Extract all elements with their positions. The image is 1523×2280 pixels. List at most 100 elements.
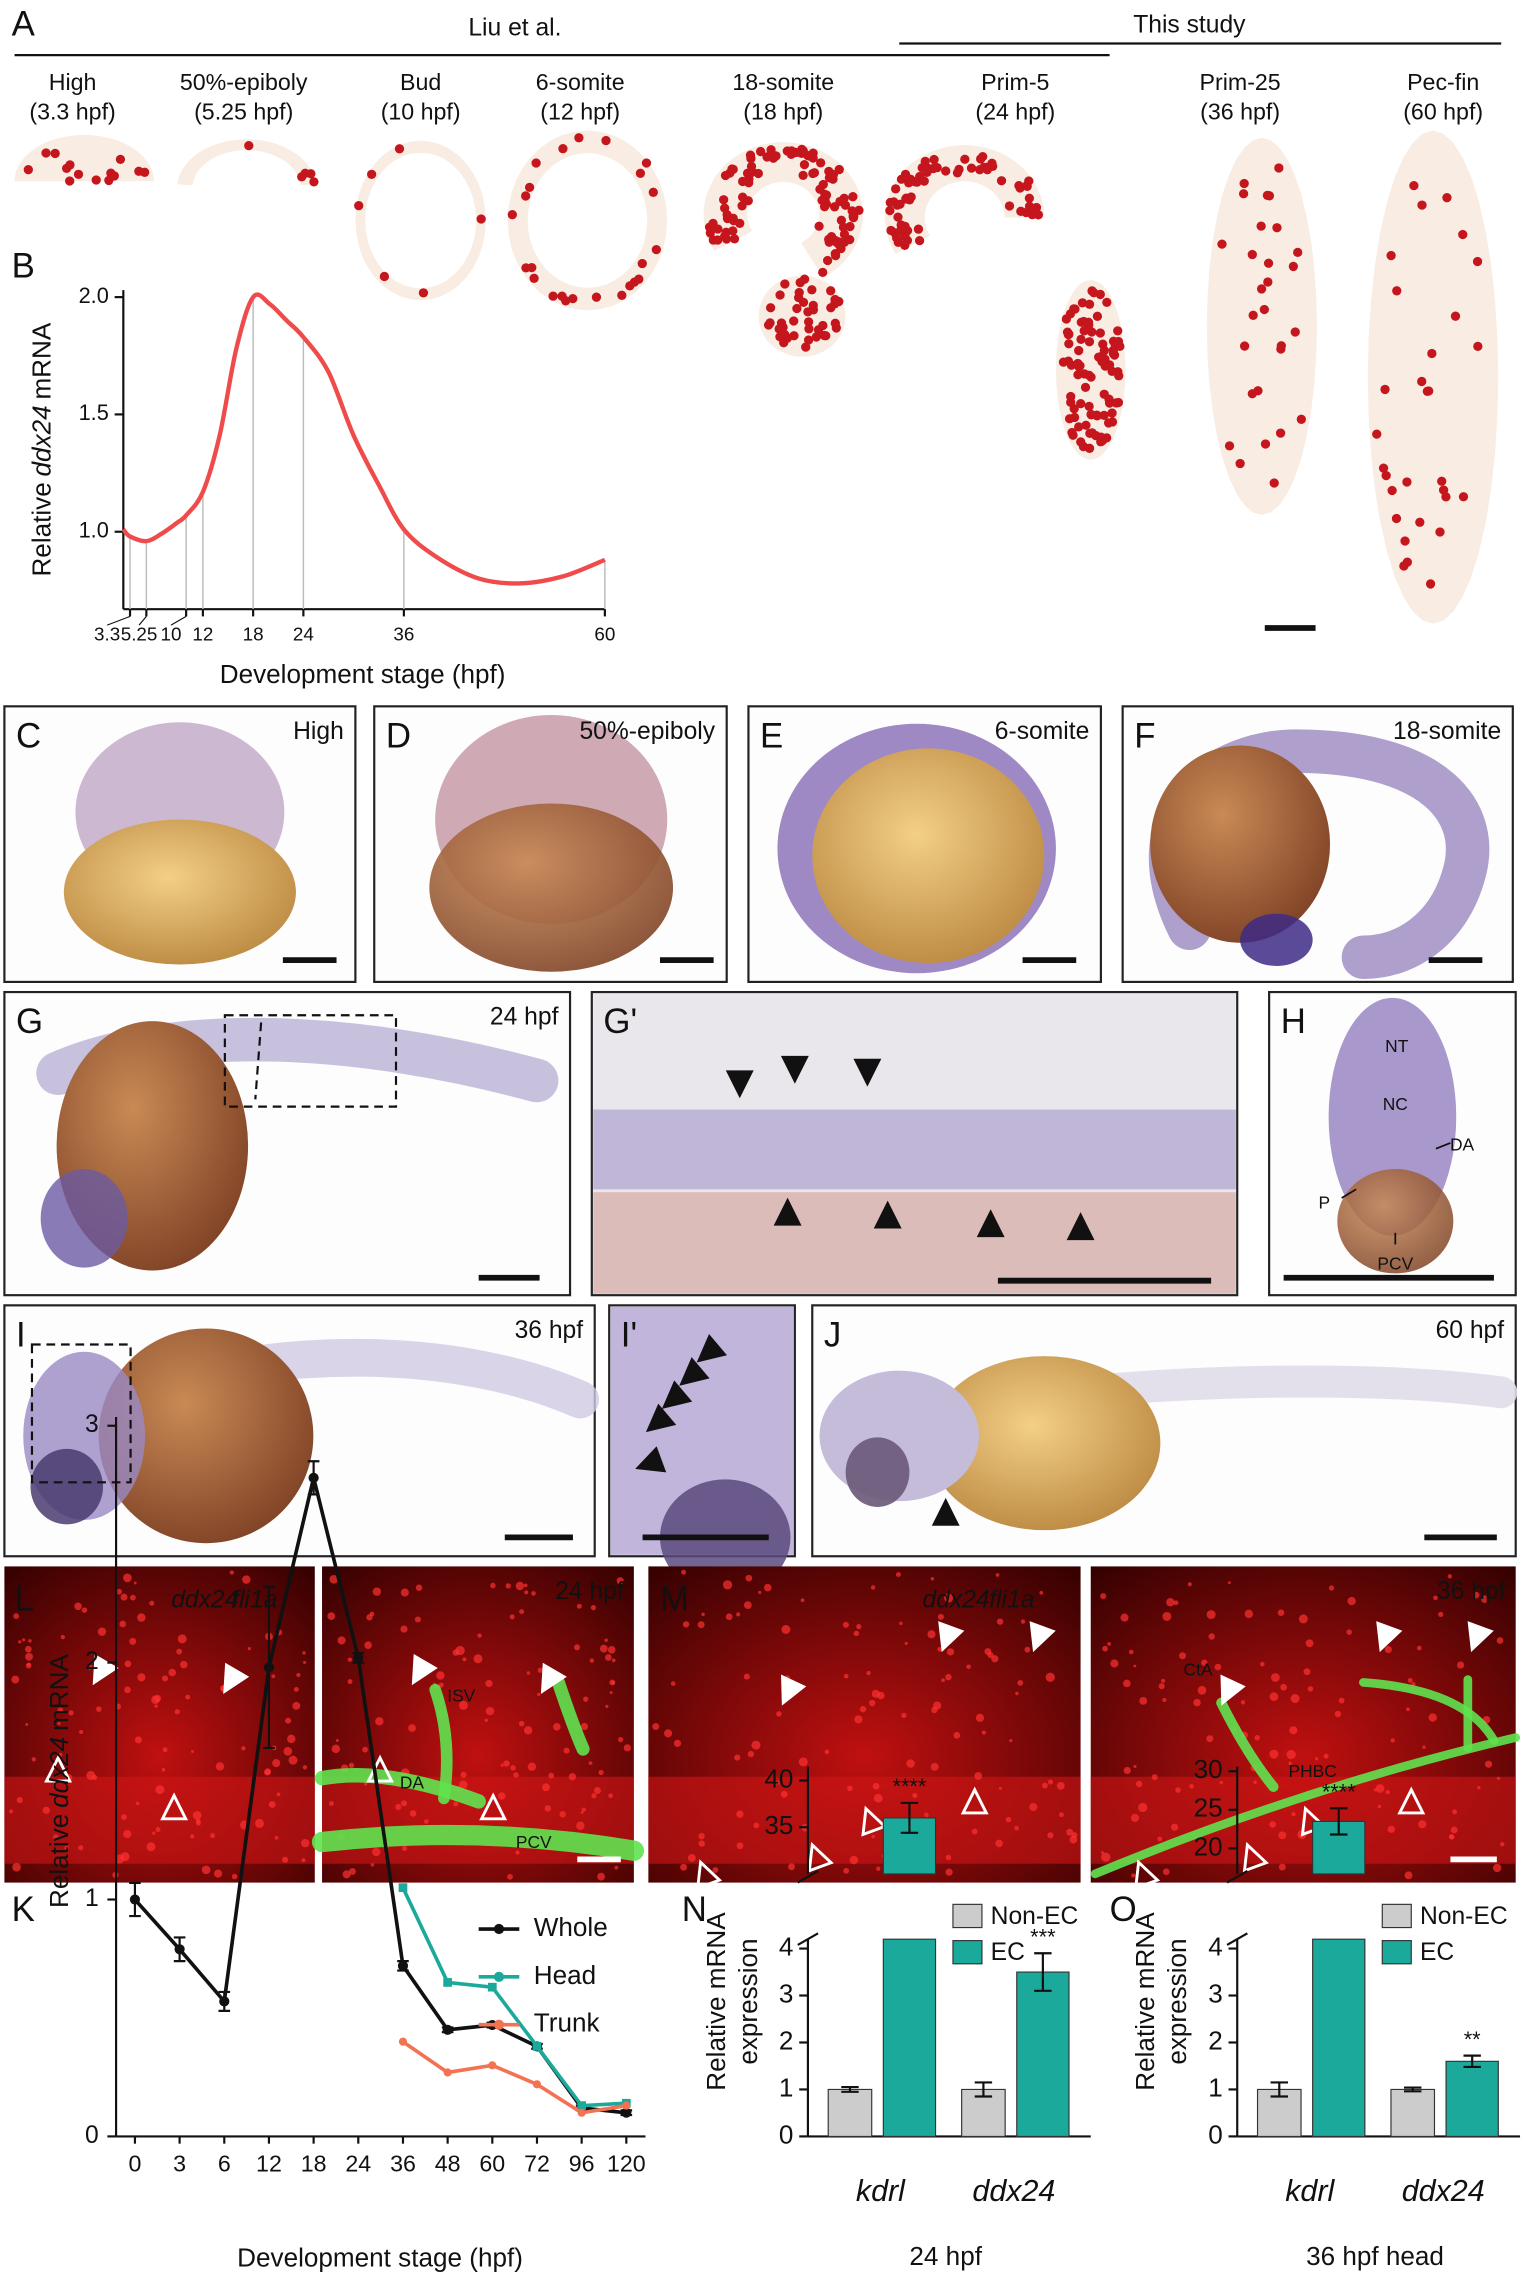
signal-speck xyxy=(1307,1686,1314,1692)
stage-label: 36 hpf xyxy=(515,1317,584,1344)
cell-dot xyxy=(1409,181,1419,191)
cell-dot xyxy=(1264,191,1275,201)
legend-swatch xyxy=(1381,1903,1412,1929)
signal-speck xyxy=(149,1600,155,1606)
cell-dot xyxy=(394,144,405,154)
point xyxy=(443,2068,452,2077)
axis-label-gene: ddx24 xyxy=(26,405,56,476)
arrowhead xyxy=(1066,1212,1095,1241)
signal-speck xyxy=(1017,1679,1024,1686)
arrowhead xyxy=(853,1058,882,1087)
signal-speck xyxy=(1158,1683,1165,1690)
signal-speck xyxy=(736,1810,744,1818)
signal-speck xyxy=(1240,1700,1246,1705)
signal-speck xyxy=(400,1588,409,1597)
cell-dot xyxy=(476,214,486,224)
arrowhead xyxy=(160,1792,189,1821)
cell-dot xyxy=(848,211,858,221)
signal-speck xyxy=(680,1863,688,1871)
signal-speck xyxy=(1347,1596,1356,1606)
axis-label-part: mRNA xyxy=(44,1654,74,1731)
signal-speck xyxy=(485,1679,493,1688)
signal-speck xyxy=(28,1639,32,1643)
signal-speck xyxy=(559,1811,566,1818)
signal-speck xyxy=(573,1644,581,1651)
cell-dot xyxy=(914,235,925,246)
cell-dot xyxy=(1217,239,1227,249)
signal-speck xyxy=(1066,1828,1074,1836)
cell-dot xyxy=(779,338,789,348)
cell-dot xyxy=(558,144,568,154)
tissue xyxy=(40,1169,128,1268)
signal-speck xyxy=(937,1647,942,1652)
y-tick-label: 40 xyxy=(764,1763,793,1793)
cell-dot xyxy=(1024,176,1034,186)
panel-letter: N xyxy=(682,1890,707,1929)
signal-speck xyxy=(16,1797,23,1804)
x-tick-label: 3 xyxy=(173,2151,186,2177)
signal-speck xyxy=(453,1801,459,1807)
signal-speck xyxy=(995,1839,1003,1848)
cell-dot xyxy=(775,290,785,300)
signal-speck xyxy=(906,1759,915,1768)
signal-speck xyxy=(18,1640,22,1644)
cell-dot xyxy=(1030,207,1040,217)
cell-dot xyxy=(1084,337,1095,347)
tissue xyxy=(30,1448,104,1525)
signal-speck xyxy=(124,1660,132,1668)
signal-speck xyxy=(513,1772,519,1778)
signal-speck xyxy=(652,1723,660,1731)
signal-speck xyxy=(798,1757,808,1767)
signal-speck xyxy=(1069,1835,1078,1844)
signal-speck xyxy=(526,1671,531,1675)
arrowhead xyxy=(773,1197,802,1226)
cell-dot xyxy=(826,303,836,313)
cell-dot xyxy=(1224,441,1235,451)
signal-speck xyxy=(123,1573,132,1583)
legend-label: Non-EC xyxy=(1420,1903,1508,1930)
axis-label-gene: ddx24 xyxy=(44,1737,74,1808)
signal-speck xyxy=(52,1834,59,1841)
cell-dot xyxy=(811,332,821,342)
cell-dot xyxy=(1235,458,1245,469)
signal-speck xyxy=(13,1613,20,1619)
cell-dot xyxy=(366,169,377,179)
signal-speck xyxy=(192,1810,202,1820)
cell-dot xyxy=(720,170,731,181)
signal-speck xyxy=(9,1809,14,1814)
signal-speck xyxy=(583,1696,589,1702)
signal-speck xyxy=(462,1657,467,1662)
panel-letter: M xyxy=(660,1579,689,1618)
signal-speck xyxy=(242,1575,251,1584)
signal-speck xyxy=(824,1749,830,1755)
signal-speck xyxy=(362,1746,369,1753)
zoom-divider xyxy=(254,1022,263,1100)
stage-time: (24 hpf) xyxy=(975,98,1055,124)
error-bar xyxy=(1404,2086,1422,2093)
cell-dot xyxy=(1024,193,1035,203)
signal-speck xyxy=(1166,1598,1175,1607)
signal-speck xyxy=(329,1574,339,1584)
cell-dot xyxy=(1392,286,1402,296)
signal-speck xyxy=(276,1792,281,1797)
bar xyxy=(1390,2088,1436,2137)
cell-dot xyxy=(601,135,611,146)
legend-label: Head xyxy=(534,1960,596,1990)
cell-dot xyxy=(1247,249,1257,260)
region-label: P xyxy=(1318,1192,1330,1212)
significance: **** xyxy=(893,1774,927,1799)
legend-swatch xyxy=(952,1940,983,1965)
cell-dot xyxy=(574,133,584,143)
signal-speck xyxy=(1278,1863,1286,1871)
signal-speck xyxy=(247,1647,251,1651)
cell-dot xyxy=(1239,178,1249,189)
signal-speck xyxy=(135,1801,140,1806)
y-tick-label: 4 xyxy=(779,1931,794,1961)
signal-speck xyxy=(264,1769,271,1776)
arrowhead xyxy=(725,1070,754,1099)
point xyxy=(442,2024,453,2035)
tissue xyxy=(314,1768,486,1809)
signal-speck xyxy=(859,1705,867,1713)
signal-speck xyxy=(604,1638,608,1642)
signal-speck xyxy=(1130,1813,1140,1822)
